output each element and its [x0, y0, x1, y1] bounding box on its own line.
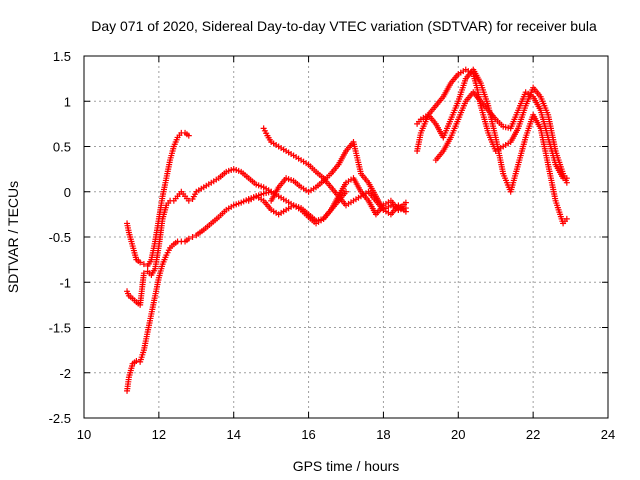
y-tick-label: -2	[59, 366, 71, 381]
data-point	[137, 259, 144, 266]
data-point	[185, 235, 192, 242]
series-s9	[432, 89, 570, 182]
data-point	[133, 357, 140, 364]
x-tick-label: 12	[152, 427, 166, 442]
x-tick-label: 18	[376, 427, 390, 442]
x-axis-label: GPS time / hours	[293, 458, 400, 474]
series-s1	[124, 188, 275, 394]
series-s8	[414, 66, 570, 227]
x-tick-label: 22	[526, 427, 540, 442]
axis-ticks: 10 12 14 16 18 20 22 24 -2.5 -2 -1.5 -1 -0.5 0 0.5 1 1.5	[49, 49, 616, 442]
x-tick-label: 14	[226, 427, 240, 442]
data-point	[189, 234, 196, 240]
y-tick-label: 0	[64, 185, 71, 200]
x-tick-label: 24	[601, 427, 615, 442]
data-point	[563, 175, 570, 182]
y-tick-label: 1	[64, 94, 71, 109]
x-tick-label: 10	[77, 427, 91, 442]
x-tick-label: 16	[301, 427, 315, 442]
x-tick-label: 20	[451, 427, 465, 442]
data-series	[124, 66, 570, 394]
data-point	[343, 188, 349, 195]
y-axis-label: SDTVAR / TECUs	[5, 181, 21, 293]
y-tick-label: 0.5	[53, 140, 71, 155]
data-point	[563, 215, 570, 222]
chart-title: Day 071 of 2020, Sidereal Day-to-day VTE…	[91, 18, 597, 34]
y-tick-label: 1.5	[53, 49, 71, 64]
series-s6	[268, 138, 409, 218]
data-point	[402, 208, 409, 215]
series-s7	[414, 66, 570, 186]
y-tick-label: -1.5	[49, 321, 71, 336]
data-point	[140, 270, 147, 277]
data-point	[185, 132, 192, 139]
y-tick-label: -0.5	[49, 230, 71, 245]
y-tick-label: -2.5	[49, 411, 71, 426]
data-point	[185, 197, 192, 204]
series-s2	[124, 129, 192, 269]
y-tick-label: -1	[59, 275, 71, 290]
data-point	[402, 199, 409, 206]
series-s5	[245, 175, 409, 224]
